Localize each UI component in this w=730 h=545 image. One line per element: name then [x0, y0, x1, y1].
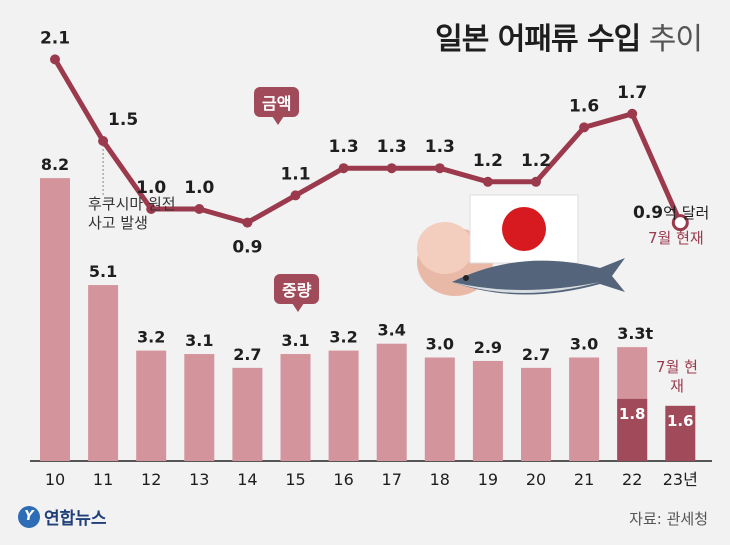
bar-weight-21 — [569, 357, 600, 461]
scallop-shell-icon — [417, 222, 473, 274]
x-tick-label: 22 — [622, 470, 642, 489]
bar-value-label: 2.9 — [474, 338, 502, 357]
chart-title: 일본 어패류 수입 추이 — [435, 22, 703, 57]
yonhap-logo-mark: Y — [18, 505, 40, 528]
fish-eye-icon — [463, 275, 469, 281]
japan-flag-sun-icon — [502, 207, 546, 251]
x-tick-label: 20 — [526, 470, 546, 489]
line-point-16 — [338, 163, 349, 174]
bar-current-value-label: 1.6 — [667, 412, 694, 430]
fish-belly-icon — [452, 282, 600, 293]
line-value-label: 1.2 — [473, 151, 503, 171]
x-tick-label: 13 — [189, 470, 209, 489]
bar-value-label: 3.2 — [137, 328, 165, 347]
line-point-23년 — [671, 214, 689, 232]
bar-value-label: 3.0 — [570, 335, 598, 354]
weight-tag: 중량 — [274, 274, 320, 312]
bar-value-label: 3.1 — [185, 331, 213, 350]
bar-value-label: 8.2 — [41, 155, 69, 174]
line-value-label: 1.0 — [184, 178, 214, 198]
line-end-note: 7월 현재 — [648, 229, 704, 247]
current-year-note: 7월 현재 — [656, 358, 698, 395]
line-point-19 — [482, 176, 493, 187]
bar-current-value-label: 1.8 — [619, 405, 646, 423]
bar-weight-16 — [328, 350, 359, 461]
amount-line — [52, 58, 683, 226]
bar-weight-17 — [376, 343, 407, 461]
x-tick-label: 15 — [285, 470, 305, 489]
x-tick-label: 14 — [237, 470, 257, 489]
bar-value-label: 3.4 — [378, 321, 406, 340]
bar-value-label: 3.0 — [426, 335, 454, 354]
line-value-label: 1.3 — [377, 137, 407, 157]
bar-weight-20 — [521, 367, 551, 461]
line-value-label: 1.3 — [329, 137, 359, 157]
line-point-22 — [627, 108, 638, 119]
line-value-label: 1.2 — [521, 151, 551, 171]
x-tick-label: 11 — [93, 470, 113, 489]
bar-weight-12 — [136, 350, 167, 461]
line-value-label: 1.3 — [425, 137, 455, 157]
line-point-12 — [146, 204, 157, 214]
bar-weight-13 — [184, 354, 215, 461]
x-tick-label: 17 — [382, 470, 402, 489]
source-note: 자료: 관세청 — [629, 510, 708, 528]
bar-value-label: 3.1 — [281, 331, 309, 350]
line-point-10 — [50, 54, 60, 65]
line-point-17 — [386, 163, 397, 174]
bar-value-label: 3.3t — [617, 324, 653, 343]
bar-value-label: 5.1 — [89, 262, 117, 281]
x-tick-label: 18 — [430, 470, 450, 489]
line-value-label: 2.1 — [40, 28, 70, 48]
bar-weight-18 — [424, 357, 455, 461]
bar-value-label: 2.7 — [233, 345, 261, 364]
bar-current-22 — [617, 398, 648, 461]
bar-value-label: 3.2 — [329, 328, 357, 347]
bar-weight-19 — [472, 360, 503, 461]
yonhap-logo: Y 연합뉴스 — [18, 504, 107, 529]
fukushima-annotation: 후쿠시마 원전 사고 발생 — [88, 195, 176, 232]
line-end-label: 0.9억 달러 — [633, 203, 710, 223]
line-value-label: 1.0 — [136, 178, 166, 198]
line-point-18 — [434, 163, 445, 174]
bar-weight-11 — [88, 285, 119, 461]
x-tick-label: 21 — [574, 470, 594, 489]
line-point-11 — [98, 136, 109, 146]
x-tick-label: 16 — [333, 470, 353, 489]
x-tick-label: 19 — [478, 470, 498, 489]
x-tick-label: 23년 — [663, 470, 698, 489]
bar-weight-15 — [280, 354, 311, 461]
x-tick-label: 10 — [45, 470, 65, 489]
bar-current-23년 — [665, 405, 696, 461]
line-point-13 — [194, 204, 205, 214]
x-tick-label: 12 — [141, 470, 161, 489]
line-point-15 — [290, 190, 301, 201]
line-point-20 — [531, 176, 541, 187]
line-value-label: 1.7 — [617, 83, 647, 103]
line-value-label: 1.6 — [569, 96, 599, 116]
amount-tag: 금액 — [254, 87, 300, 125]
bar-value-label: 2.7 — [522, 345, 550, 364]
line-point-14 — [242, 217, 253, 228]
bar-weight-10 — [40, 178, 70, 461]
bar-weight-14 — [232, 367, 263, 461]
line-value-label: 0.9 — [232, 238, 262, 258]
line-point-21 — [579, 122, 590, 133]
line-value-label: 1.1 — [280, 164, 310, 184]
line-value-label: 1.5 — [108, 110, 138, 130]
